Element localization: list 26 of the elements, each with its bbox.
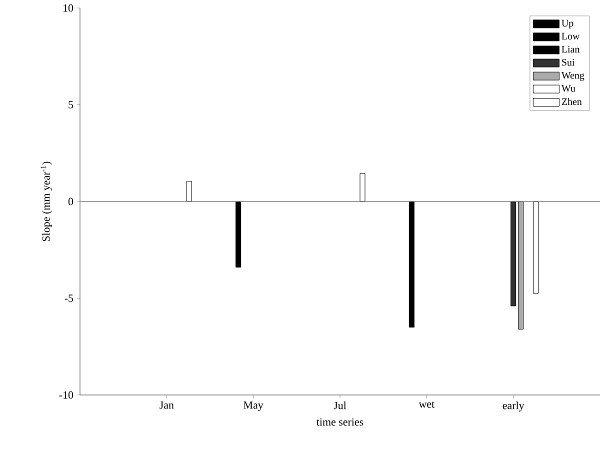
bar — [533, 201, 539, 294]
legend-label: Wu — [561, 85, 576, 92]
legend-label: Up — [562, 20, 574, 29]
x-tick-label: wet — [418, 402, 435, 408]
bar — [408, 201, 414, 328]
y-tick-label: 0 — [68, 198, 74, 206]
bar — [236, 201, 242, 268]
bar — [186, 180, 192, 202]
y-tick-label: 5 — [68, 101, 74, 108]
bar — [360, 173, 366, 202]
legend-label: Weng — [561, 72, 584, 81]
x-tick-label: Jul — [334, 402, 346, 410]
x-tick-label: early — [502, 402, 524, 412]
x-axis-title: time series — [316, 418, 364, 426]
y-tick-label: -10 — [59, 391, 74, 399]
x-tick-label: May — [244, 402, 264, 412]
y-tick-label: 10 — [64, 4, 74, 12]
legend-label: Sui — [562, 58, 575, 66]
legend-label: Lian — [562, 46, 580, 53]
bar — [518, 201, 524, 330]
y-tick-label: -5 — [64, 294, 74, 302]
legend-label: Zhen — [562, 98, 582, 106]
x-tick-label: Jan — [160, 402, 174, 409]
y-axis-title: Slope (mm year$^{-1}$) — [40, 162, 52, 242]
bar — [510, 201, 516, 306]
legend-label: Low — [562, 32, 580, 40]
